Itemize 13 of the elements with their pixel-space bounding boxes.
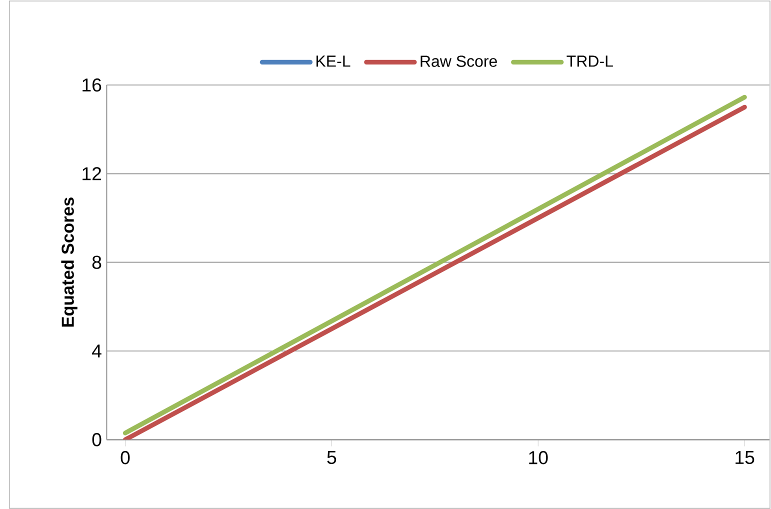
x-tick-label: 10 (529, 451, 548, 464)
y-tick-label: 8 (92, 256, 102, 269)
y-tick-label: 12 (82, 167, 102, 180)
y-tick-label: 0 (92, 433, 102, 446)
x-tick-label: 0 (120, 451, 130, 464)
legend-label: Raw Score (420, 56, 497, 67)
legend-label: TRD-L (566, 56, 613, 67)
x-tick-label: 15 (736, 451, 754, 464)
x-tick-label: 5 (327, 451, 336, 464)
y-axis-title: Equated Scores (61, 198, 78, 327)
y-tick-label: 16 (82, 78, 102, 92)
y-tick-label: 4 (92, 344, 102, 358)
legend-label: KE-L (316, 56, 350, 67)
